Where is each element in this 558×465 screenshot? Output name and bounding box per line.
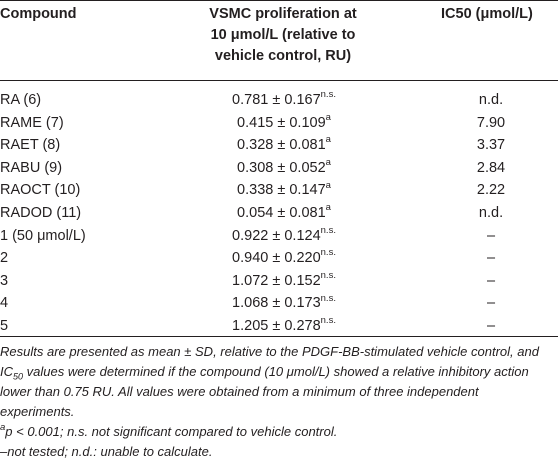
table-row: 3 1.072 ± 0.152n.s. – <box>0 270 558 293</box>
results-note-sub: 50 <box>13 371 24 382</box>
proliferation-cell: 0.922 ± 0.124n.s. <box>184 225 384 248</box>
proliferation-cell: 1.072 ± 0.152n.s. <box>184 270 384 293</box>
proliferation-value: 1.068 ± 0.173 <box>232 295 321 312</box>
table-body: RA (6) 0.781 ± 0.167n.s. n.d. RAME (7) 0.415… <box>0 89 558 338</box>
results-note: Results are presented as mean ± SD, rela… <box>0 342 555 422</box>
top-rule <box>0 0 558 1</box>
significance-mark: a <box>325 156 331 168</box>
proliferation-value: 0.328 ± 0.081 <box>237 137 326 154</box>
header-proliferation: VSMC proliferation at 10 μmol/L (relativ… <box>183 4 383 67</box>
proliferation-cell: 1.205 ± 0.278n.s. <box>184 315 384 338</box>
significance-mark: n.s. <box>320 269 336 281</box>
significance-mark: n.s. <box>320 224 336 236</box>
table-row: 4 1.068 ± 0.173n.s. – <box>0 292 558 315</box>
compound-cell: 3 <box>0 272 9 289</box>
footnote-a-text: p < 0.001; n.s. not significant compared… <box>5 424 338 439</box>
significance-mark: a <box>325 111 331 123</box>
compound-cell: 5 <box>0 317 9 334</box>
compound-cell: 2 <box>0 250 9 267</box>
table-row: RA (6) 0.781 ± 0.167n.s. n.d. <box>0 89 558 112</box>
compound-cell: RABU (9) <box>0 159 63 176</box>
ic50-cell: – <box>486 295 496 312</box>
proliferation-value: 0.922 ± 0.124 <box>232 227 321 244</box>
table-row: RAOCT (10) 0.338 ± 0.147a 2.22 <box>0 179 558 202</box>
ic50-cell: – <box>486 250 496 267</box>
header-proliferation-line2: 10 μmol/L (relative to <box>210 27 356 43</box>
proliferation-value: 1.205 ± 0.278 <box>232 317 321 334</box>
ic50-cell: – <box>486 317 496 334</box>
proliferation-value: 0.781 ± 0.167 <box>232 92 321 108</box>
table-row: 5 1.205 ± 0.278n.s. – <box>0 315 558 338</box>
significance-mark: a <box>325 202 331 214</box>
ic50-cell: – <box>486 227 496 244</box>
proliferation-value: 0.054 ± 0.081 <box>237 204 326 221</box>
header-proliferation-line1: VSMC proliferation at <box>209 6 357 22</box>
table-row: RAME (7) 0.415 ± 0.109a 7.90 <box>0 112 558 135</box>
ic50-cell: 3.37 <box>476 137 506 154</box>
proliferation-cell: 0.308 ± 0.052a <box>184 157 384 180</box>
compound-cell: RA (6) <box>0 92 42 108</box>
footnote-a: ap < 0.001; n.s. not significant compare… <box>0 422 555 442</box>
significance-mark: n.s. <box>320 292 336 304</box>
table-row: RAET (8) 0.328 ± 0.081a 3.37 <box>0 134 558 157</box>
bottom-rule <box>0 336 558 337</box>
proliferation-value: 0.338 ± 0.147 <box>237 182 326 199</box>
table-row: 2 0.940 ± 0.220n.s. – <box>0 247 558 270</box>
results-note-part2: values were determined if the compound (… <box>0 364 529 419</box>
header-ic50: IC50 (μmol/L) <box>441 6 533 22</box>
header-proliferation-line3: vehicle control, RU) <box>214 48 352 64</box>
significance-mark: n.s. <box>320 89 336 101</box>
footnote-a-mark: a <box>0 421 6 433</box>
table-row: RADOD (11) 0.054 ± 0.081a n.d. <box>0 202 558 225</box>
compound-cell: RAME (7) <box>0 114 64 131</box>
compound-cell: RAET (8) <box>0 137 61 154</box>
table-row: RABU (9) 0.308 ± 0.052a 2.84 <box>0 157 558 180</box>
header-compound: Compound <box>0 6 77 22</box>
compound-cell: 1 (50 μmol/L) <box>0 227 86 244</box>
significance-mark: n.s. <box>320 315 336 327</box>
proliferation-cell: 1.068 ± 0.173n.s. <box>184 292 384 315</box>
compound-cell: RADOD (11) <box>0 204 82 221</box>
ic50-cell: – <box>486 272 496 289</box>
significance-mark: n.s. <box>320 247 336 259</box>
significance-mark: a <box>325 179 331 191</box>
table-notes: Results are presented as mean ± SD, rela… <box>0 342 555 462</box>
ic50-cell: 2.22 <box>476 182 506 199</box>
proliferation-cell: 0.338 ± 0.147a <box>184 179 384 202</box>
proliferation-cell: 0.054 ± 0.081a <box>184 202 384 225</box>
proliferation-cell: 0.415 ± 0.109a <box>184 112 384 135</box>
ic50-cell: n.d. <box>478 204 504 221</box>
ic50-cell: n.d. <box>478 92 504 108</box>
proliferation-cell: 0.940 ± 0.220n.s. <box>184 247 384 270</box>
proliferation-value: 0.308 ± 0.052 <box>237 159 326 176</box>
header-rule <box>0 80 558 81</box>
compound-cell: 4 <box>0 295 9 312</box>
ic50-cell: 7.90 <box>476 114 506 131</box>
proliferation-value: 1.072 ± 0.152 <box>232 272 321 289</box>
ic50-cell: 2.84 <box>476 159 506 176</box>
table-row: 1 (50 μmol/L) 0.922 ± 0.124n.s. – <box>0 225 558 248</box>
compound-cell: RAOCT (10) <box>0 182 81 199</box>
footnote-dash: –not tested; n.d.: unable to calculate. <box>0 444 213 459</box>
proliferation-value: 0.940 ± 0.220 <box>232 250 321 267</box>
proliferation-cell: 0.781 ± 0.167n.s. <box>184 89 384 112</box>
proliferation-cell: 0.328 ± 0.081a <box>184 134 384 157</box>
significance-mark: a <box>325 134 331 146</box>
proliferation-value: 0.415 ± 0.109 <box>237 114 326 131</box>
results-note-part1: Results are presented as mean ± SD, rela… <box>0 344 539 379</box>
